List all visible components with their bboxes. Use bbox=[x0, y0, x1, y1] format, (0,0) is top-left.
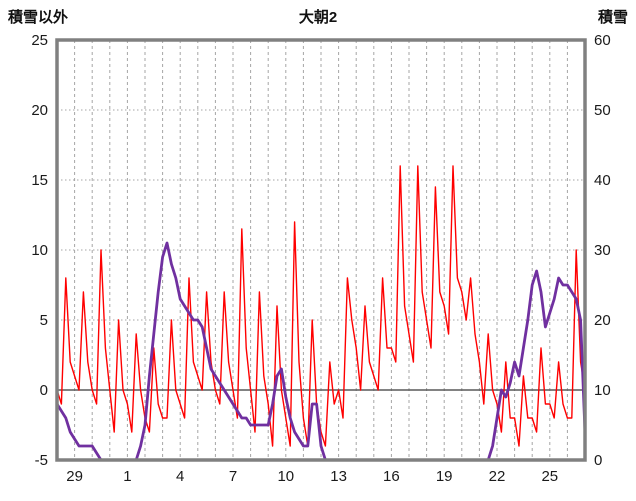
x-axis-tick-label: 10 bbox=[277, 468, 294, 485]
left-axis-tick-label: 5 bbox=[40, 312, 48, 329]
x-axis-tick-label: 19 bbox=[436, 468, 453, 485]
x-axis-tick-label: 29 bbox=[66, 468, 83, 485]
x-axis-tick-label: 25 bbox=[541, 468, 558, 485]
x-axis-tick-label: 7 bbox=[229, 468, 237, 485]
left-axis-tick-label: 10 bbox=[31, 242, 48, 259]
plot-frame bbox=[55, 38, 587, 462]
chart-title: 大朝2 bbox=[298, 9, 338, 26]
snow-series-line bbox=[55, 241, 587, 462]
left-axis-title: 積雪以外 bbox=[8, 9, 69, 26]
chart-header: 積雪以外 大朝2 積雪 bbox=[0, 6, 636, 30]
right-axis-tick-label: 60 bbox=[594, 32, 611, 49]
right-axis-tick-label: 50 bbox=[594, 102, 611, 119]
right-axis-tick-label: 0 bbox=[594, 452, 602, 469]
right-axis-title: 積雪 bbox=[597, 9, 628, 26]
x-axis-tick-label: 4 bbox=[176, 468, 184, 485]
left-axis-tick-label: 15 bbox=[31, 172, 48, 189]
right-axis-tick-label: 10 bbox=[594, 382, 611, 399]
right-axis-tick-label: 20 bbox=[594, 312, 611, 329]
x-axis-tick-label: 22 bbox=[489, 468, 506, 485]
left-axis-tick-label: 20 bbox=[31, 102, 48, 119]
left-axis-tick-label: 0 bbox=[40, 382, 48, 399]
left-axis-tick-label: -5 bbox=[35, 452, 48, 469]
left-axis-tick-label: 25 bbox=[31, 32, 48, 49]
right-axis-tick-label: 30 bbox=[594, 242, 611, 259]
x-axis-tick-label: 16 bbox=[383, 468, 400, 485]
right-axis-tick-label: 40 bbox=[594, 172, 611, 189]
x-axis-tick-label: 1 bbox=[123, 468, 131, 485]
x-axis-tick-label: 13 bbox=[330, 468, 347, 485]
